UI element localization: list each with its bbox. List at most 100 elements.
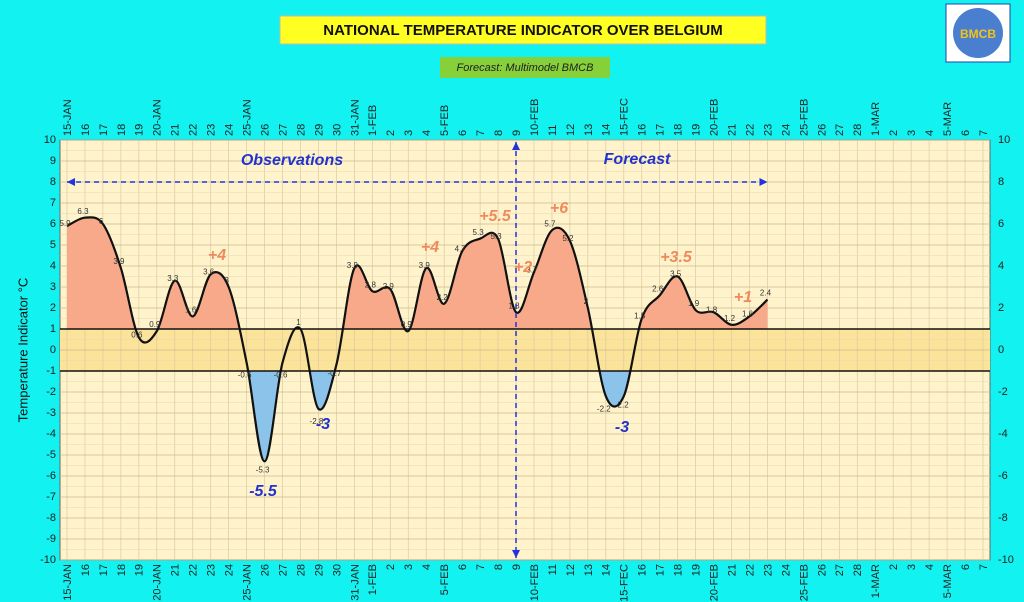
- x-tick-label-top: 30: [331, 124, 343, 136]
- x-tick-label-top: 1-MAR: [870, 102, 882, 136]
- data-label: 3.5: [670, 270, 682, 279]
- x-tick-label: 1-FEB: [367, 564, 379, 595]
- y-tick-label: 10: [44, 134, 56, 146]
- x-tick-label: 18: [673, 564, 685, 576]
- x-tick-label: 7: [475, 564, 487, 570]
- x-tick-label-top: 1-FEB: [367, 105, 379, 136]
- x-tick-label-top: 8: [493, 130, 505, 136]
- x-tick-label-top: 17: [98, 124, 110, 136]
- x-tick-label-top: 15-JAN: [62, 99, 74, 136]
- x-tick-label: 28: [295, 564, 307, 576]
- x-tick-label: 9: [511, 564, 523, 570]
- x-tick-label-top: 7: [978, 130, 990, 136]
- x-tick-label-top: 7: [475, 130, 487, 136]
- x-tick-label-top: 22: [744, 124, 756, 136]
- x-tick-label: 4: [924, 564, 936, 570]
- x-tick-label: 16: [80, 564, 92, 576]
- title-box: [279, 15, 767, 45]
- x-tick-label: 23: [762, 564, 774, 576]
- x-tick-label-top: 20-JAN: [152, 99, 164, 136]
- data-label: 4.7: [455, 244, 467, 253]
- y-tick-label: -10: [40, 554, 56, 566]
- logo-text: BMCB: [960, 27, 996, 41]
- x-tick-label: 3: [403, 564, 415, 570]
- y-axis-label: Temperature Indicator °C: [15, 278, 30, 423]
- annotation: +3.5: [660, 249, 693, 266]
- area-above: [67, 217, 768, 329]
- data-label: 5.7: [544, 219, 556, 228]
- x-tick-label: 26: [259, 564, 271, 576]
- annotation: +4: [421, 239, 439, 256]
- y2-tick-label: -10: [998, 554, 1014, 566]
- data-label: 2.4: [760, 289, 772, 298]
- data-label: 1.8: [508, 301, 520, 310]
- x-tick-label: 21: [726, 564, 738, 576]
- x-tick-label: 26: [816, 564, 828, 576]
- x-tick-label: 19: [134, 564, 146, 576]
- x-tick-label: 10-FEB: [529, 564, 541, 601]
- data-label: 5.3: [490, 232, 502, 241]
- subtitle: Forecast: Multimodel BMCB: [457, 62, 594, 74]
- y-tick-label: -5: [46, 449, 56, 461]
- y-tick-label: 1: [50, 323, 56, 335]
- x-tick-label-top: 2: [888, 130, 900, 136]
- data-label: -2.8: [310, 417, 324, 426]
- x-tick-label-top: 18: [116, 124, 128, 136]
- y2-tick-label: -8: [998, 512, 1008, 524]
- x-tick-label-top: 27: [834, 124, 846, 136]
- data-label: 3: [224, 276, 229, 285]
- data-label: 2.8: [365, 280, 377, 289]
- x-tick-label: 25-FEB: [798, 564, 810, 601]
- x-tick-label-top: 28: [295, 124, 307, 136]
- y-tick-label: 5: [50, 239, 56, 251]
- x-tick-label: 2: [888, 564, 900, 570]
- data-label: 1.6: [742, 310, 754, 319]
- data-label: 6.3: [77, 207, 89, 216]
- annotation: -3: [615, 419, 629, 436]
- y2-tick-label: 6: [998, 218, 1004, 230]
- x-tick-label-top: 24: [780, 124, 792, 136]
- x-tick-label-top: 20-FEB: [708, 99, 720, 136]
- x-tick-label: 6: [457, 564, 469, 570]
- x-tick-label: 13: [583, 564, 595, 576]
- y-tick-label: 4: [50, 260, 56, 272]
- data-label: 2.2: [437, 293, 449, 302]
- x-tick-label: 11: [547, 564, 559, 575]
- chart-title: NATIONAL TEMPERATURE INDICATOR OVER BELG…: [323, 22, 722, 39]
- logo-circle: [953, 8, 1003, 58]
- y-tick-label: -3: [46, 407, 56, 419]
- data-label: 1.6: [185, 306, 197, 315]
- x-tick-label-top: 5-FEB: [439, 105, 451, 136]
- x-tick-label: 24: [780, 564, 792, 576]
- data-label: -0.7: [328, 369, 342, 378]
- x-tick-label-top: 15-FEC: [619, 98, 631, 136]
- x-tick-label-top: 16: [637, 124, 649, 136]
- annotation: Observations: [241, 152, 343, 169]
- y-tick-label: 6: [50, 218, 56, 230]
- y-tick-label: -6: [46, 470, 56, 482]
- x-tick-label: 18: [116, 564, 128, 576]
- x-tick-label-top: 14: [601, 124, 613, 136]
- x-tick-label-top: 4: [421, 130, 433, 136]
- y2-tick-label: -4: [998, 428, 1008, 440]
- x-tick-label: 29: [313, 564, 325, 576]
- y2-tick-label: 4: [998, 260, 1004, 272]
- data-label: 1.8: [706, 305, 718, 314]
- y2-tick-label: 2: [998, 302, 1004, 314]
- y-tick-label: 9: [50, 155, 56, 167]
- y-tick-label: -7: [46, 491, 56, 503]
- annotation: +2: [514, 259, 532, 276]
- x-tick-label-top: 12: [565, 124, 577, 136]
- x-tick-label-top: 21: [726, 124, 738, 136]
- x-tick-label: 21: [170, 564, 182, 576]
- annotation: Forecast: [604, 151, 671, 168]
- data-label: 1.9: [688, 299, 700, 308]
- data-label: 3.6: [203, 268, 215, 277]
- y-tick-label: 8: [50, 176, 56, 188]
- annotation: +5.5: [479, 208, 512, 225]
- data-label: 3.9: [347, 261, 359, 270]
- x-tick-label-top: 5-MAR: [942, 102, 954, 136]
- x-tick-label: 20-JAN: [152, 564, 164, 601]
- data-label: 0.6: [131, 331, 143, 340]
- x-tick-label-top: 24: [224, 124, 236, 136]
